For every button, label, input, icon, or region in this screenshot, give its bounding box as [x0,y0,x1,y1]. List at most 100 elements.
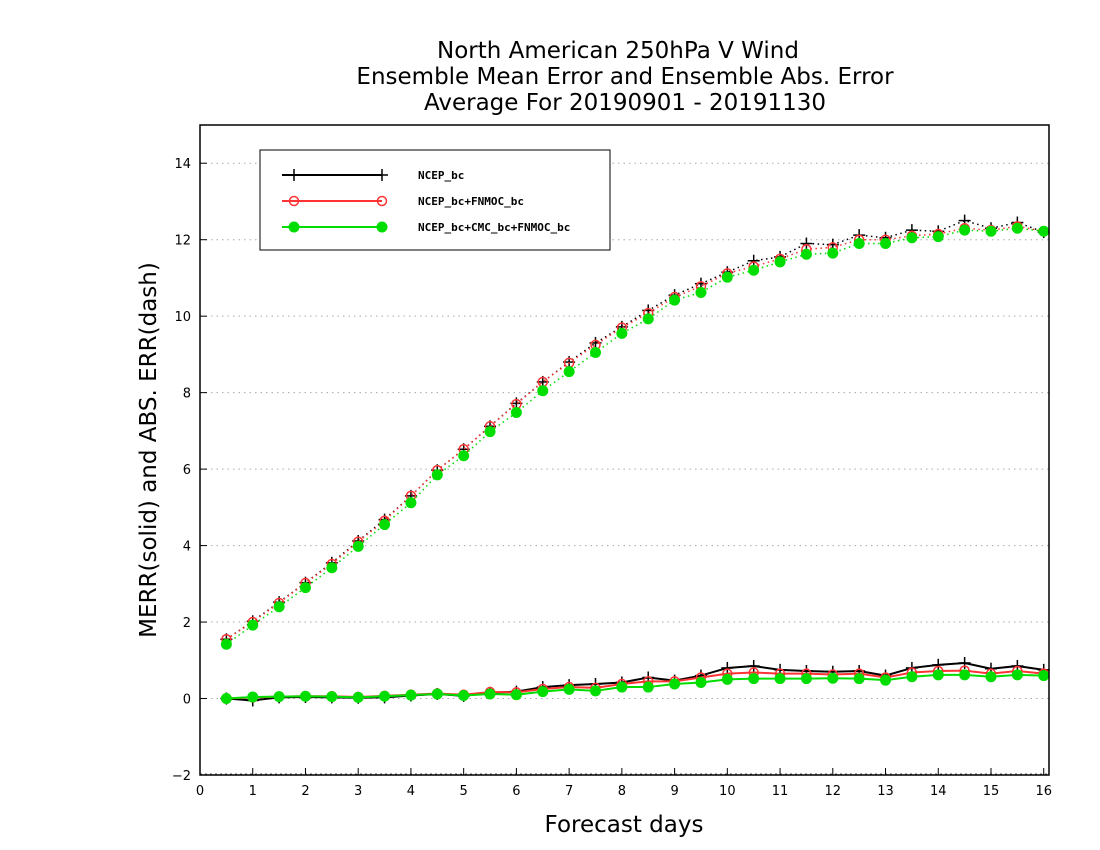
y-tick-label: 4 [183,540,191,555]
merr-point [537,686,549,698]
merr-point [589,685,601,697]
x-tick-label: 11 [772,784,789,799]
merr-point [932,658,945,671]
y-tick-label: 0 [183,693,191,708]
x-tick-label: 7 [565,784,573,799]
y-tick-label: 12 [174,234,191,249]
merr-point [510,689,522,701]
merr-point [247,691,259,703]
merr-point [800,673,812,685]
merr-point [906,671,918,683]
x-tick-label: 3 [354,784,362,799]
merr-point [774,673,786,685]
x-tick-label: 12 [825,784,842,799]
merr-point [959,669,971,681]
merr-point [748,673,760,685]
abs-err-point [880,238,892,250]
abs-err-line [225,225,1044,640]
abs-err-point [985,225,997,237]
legend-marker [288,221,300,233]
series-0 [220,214,1050,707]
abs-err-point [800,248,812,260]
y-tick-label: 2 [183,616,191,631]
merr-point [405,689,417,701]
abs-err-point [669,294,681,306]
series-2 [220,222,1050,705]
merr-point [669,678,681,690]
y-tick-label: 8 [183,387,191,402]
merr-point [273,691,285,703]
abs-err-point [563,366,575,378]
legend-marker [376,221,388,233]
legend-entry: NCEP_bc [282,169,464,182]
legend-label: NCEP_bc+FNMOC_bc [418,195,524,208]
legend-marker [288,195,300,207]
plot-frame [199,124,1050,776]
merr-point [932,669,944,681]
merr-point [616,681,628,693]
x-tick-label: 10 [719,784,736,799]
x-tick-label: 6 [512,784,520,799]
merr-point [1038,670,1050,682]
merr-point [1011,669,1023,681]
x-tick-label: 4 [407,784,415,799]
merr-point [379,690,391,702]
legend-entry: NCEP_bc+CMC_bc+FNMOC_bc [282,221,570,234]
merr-point [458,689,470,701]
abs-err-point [484,426,496,438]
x-tick-label: 0 [196,784,204,799]
abs-err-point [379,519,391,531]
abs-err-line [225,219,1044,640]
abs-err-point [405,497,417,509]
abs-err-point [220,638,232,650]
y-axis-label: MERR(solid) and ABS. ERR(dash) [136,262,162,638]
x-tick-label: 5 [460,784,468,799]
merr-line [226,673,1044,700]
merr-point [747,660,760,673]
x-tick-label: 15 [983,784,1000,799]
x-tick-label: 2 [301,784,309,799]
abs-err-point [932,231,944,243]
abs-err-point [853,238,865,250]
abs-err-point [352,540,364,552]
x-tick-label: 1 [249,784,257,799]
merr-point [695,676,707,688]
y-tick-label: 10 [174,310,191,325]
abs-err-point [721,271,733,283]
merr-point [431,688,443,700]
grid-lines [200,162,1049,775]
series-layer [220,214,1050,707]
merr-point [721,673,733,685]
merr-point [880,674,892,686]
abs-err-point [827,247,839,259]
chart-title-line-3: Average For 20190901 - 20191130 [424,90,826,116]
abs-err-point [247,619,259,631]
x-tick-label: 8 [618,784,626,799]
abs-err-point [800,237,813,250]
legend: NCEP_bc NCEP_bc+FNMOC_bc NCEP_bc+CMC_bc+FN… [259,149,611,251]
merr-point [853,673,865,685]
legend-marker [376,195,388,207]
abs-err-point [642,313,654,325]
abs-err-point [1011,222,1023,234]
x-axis-label: Forecast days [545,812,704,838]
merr-point [827,672,839,684]
abs-err-point [326,562,338,574]
x-tick-label: 16 [1035,784,1052,799]
abs-err-point [273,601,285,613]
merr-point [326,691,338,703]
abs-err-point [959,224,971,236]
x-tick-label: 14 [930,784,947,799]
abs-err-point [774,256,786,268]
series-1 [221,221,1049,704]
abs-err-point [431,469,443,481]
abs-err-point [747,254,760,267]
chart-title-line-2: Ensemble Mean Error and Ensemble Abs. Er… [356,64,894,90]
chart-title-line-1: North American 250hPa V Wind [437,38,799,64]
legend-label: NCEP_bc+CMC_bc+FNMOC_bc [418,221,570,234]
merr-point [352,691,364,703]
abs-err-point [458,450,470,462]
legend-entry: NCEP_bc+FNMOC_bc [282,195,524,208]
